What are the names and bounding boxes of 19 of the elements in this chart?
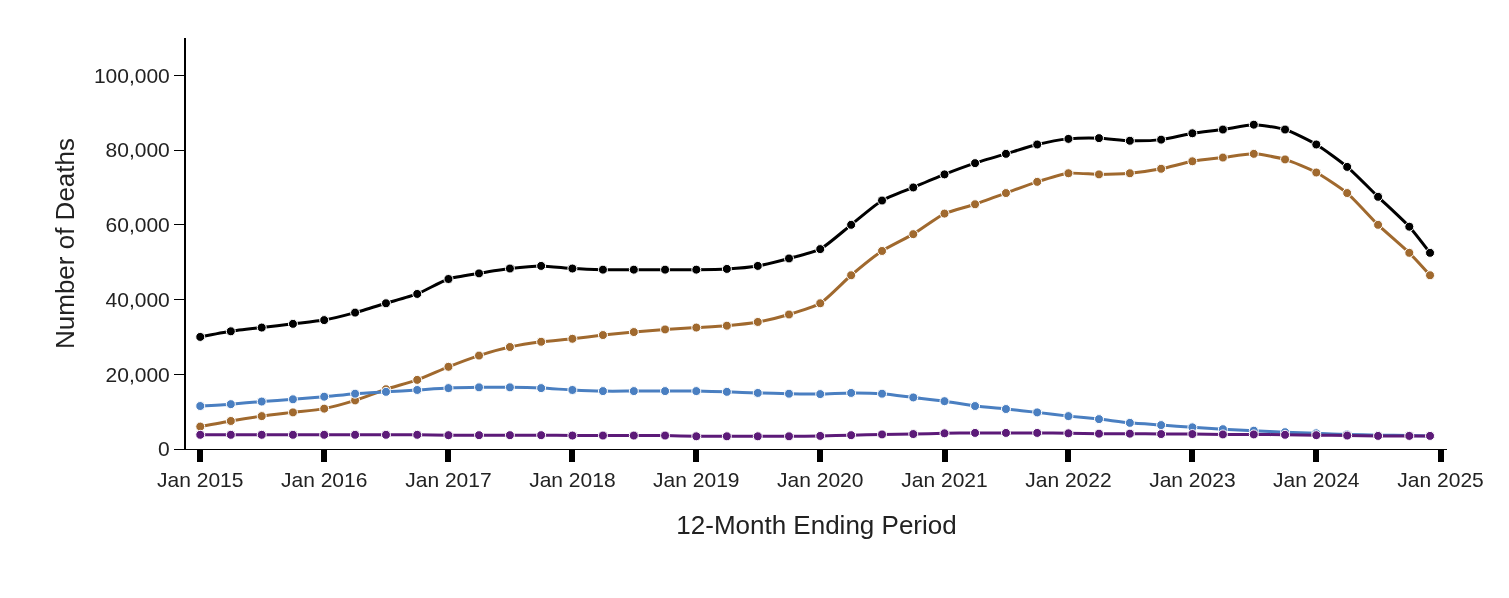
y-tick-label: 60,000: [105, 213, 170, 237]
x-tick-label: Jan 2015: [157, 468, 244, 492]
y-tick-label: 0: [158, 437, 170, 461]
x-tick-label: Jan 2017: [405, 468, 492, 492]
y-tick-label: 40,000: [105, 287, 170, 311]
x-tick-label: Jan 2019: [653, 468, 740, 492]
x-tick-label: Jan 2021: [901, 468, 988, 492]
y-tick-label: 100,000: [93, 63, 170, 87]
y-tick-label: 20,000: [105, 362, 170, 386]
x-tick-label: Jan 2018: [529, 468, 616, 492]
x-tick-label: Jan 2020: [777, 468, 864, 492]
y-axis-title: Number of Deaths: [49, 138, 80, 349]
x-tick-label: Jan 2022: [1025, 468, 1112, 492]
x-tick-label: Jan 2025: [1397, 468, 1484, 492]
y-tick-label: 80,000: [105, 138, 170, 162]
x-tick-label: Jan 2024: [1273, 468, 1360, 492]
x-axis-title: 12-Month Ending Period: [676, 509, 957, 540]
x-tick-label: Jan 2023: [1149, 468, 1236, 492]
x-tick-label: Jan 2016: [280, 468, 368, 492]
